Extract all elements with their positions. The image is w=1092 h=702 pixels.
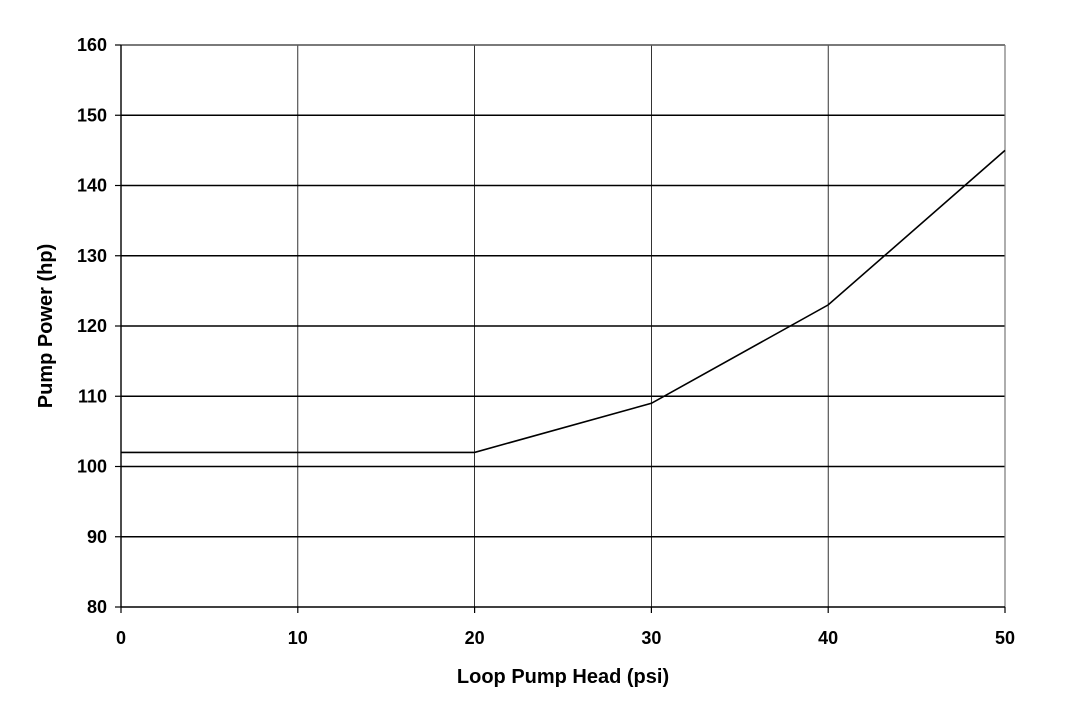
y-tick-label: 90 xyxy=(87,527,107,547)
y-tick-label: 150 xyxy=(77,105,107,125)
axes xyxy=(115,44,1006,613)
grid xyxy=(121,44,1006,607)
x-tick-label: 40 xyxy=(818,628,838,648)
y-tick-label: 140 xyxy=(77,176,107,196)
y-tick-label: 80 xyxy=(87,597,107,617)
y-axis-title: Pump Power (hp) xyxy=(35,244,57,408)
x-tick-label: 50 xyxy=(995,628,1015,648)
tick-labels: 80 90 100 110 120 130 140 150 160 0 10 20 30 40 50 xyxy=(77,35,1015,648)
x-axis-title: Loop Pump Head (psi) xyxy=(457,666,669,688)
y-tick-label: 110 xyxy=(78,386,107,406)
y-tick-label: 130 xyxy=(77,246,107,266)
x-tick-label: 30 xyxy=(641,628,661,648)
y-tick-label: 120 xyxy=(77,316,107,336)
series-lines xyxy=(121,149,1006,454)
x-tick-label: 10 xyxy=(288,628,308,648)
y-tick-label: 160 xyxy=(77,35,107,55)
x-tick-label: 0 xyxy=(116,628,126,648)
y-tick-label: 100 xyxy=(77,457,107,477)
series-line-0 xyxy=(121,149,1006,454)
x-tick-label: 20 xyxy=(465,628,485,648)
